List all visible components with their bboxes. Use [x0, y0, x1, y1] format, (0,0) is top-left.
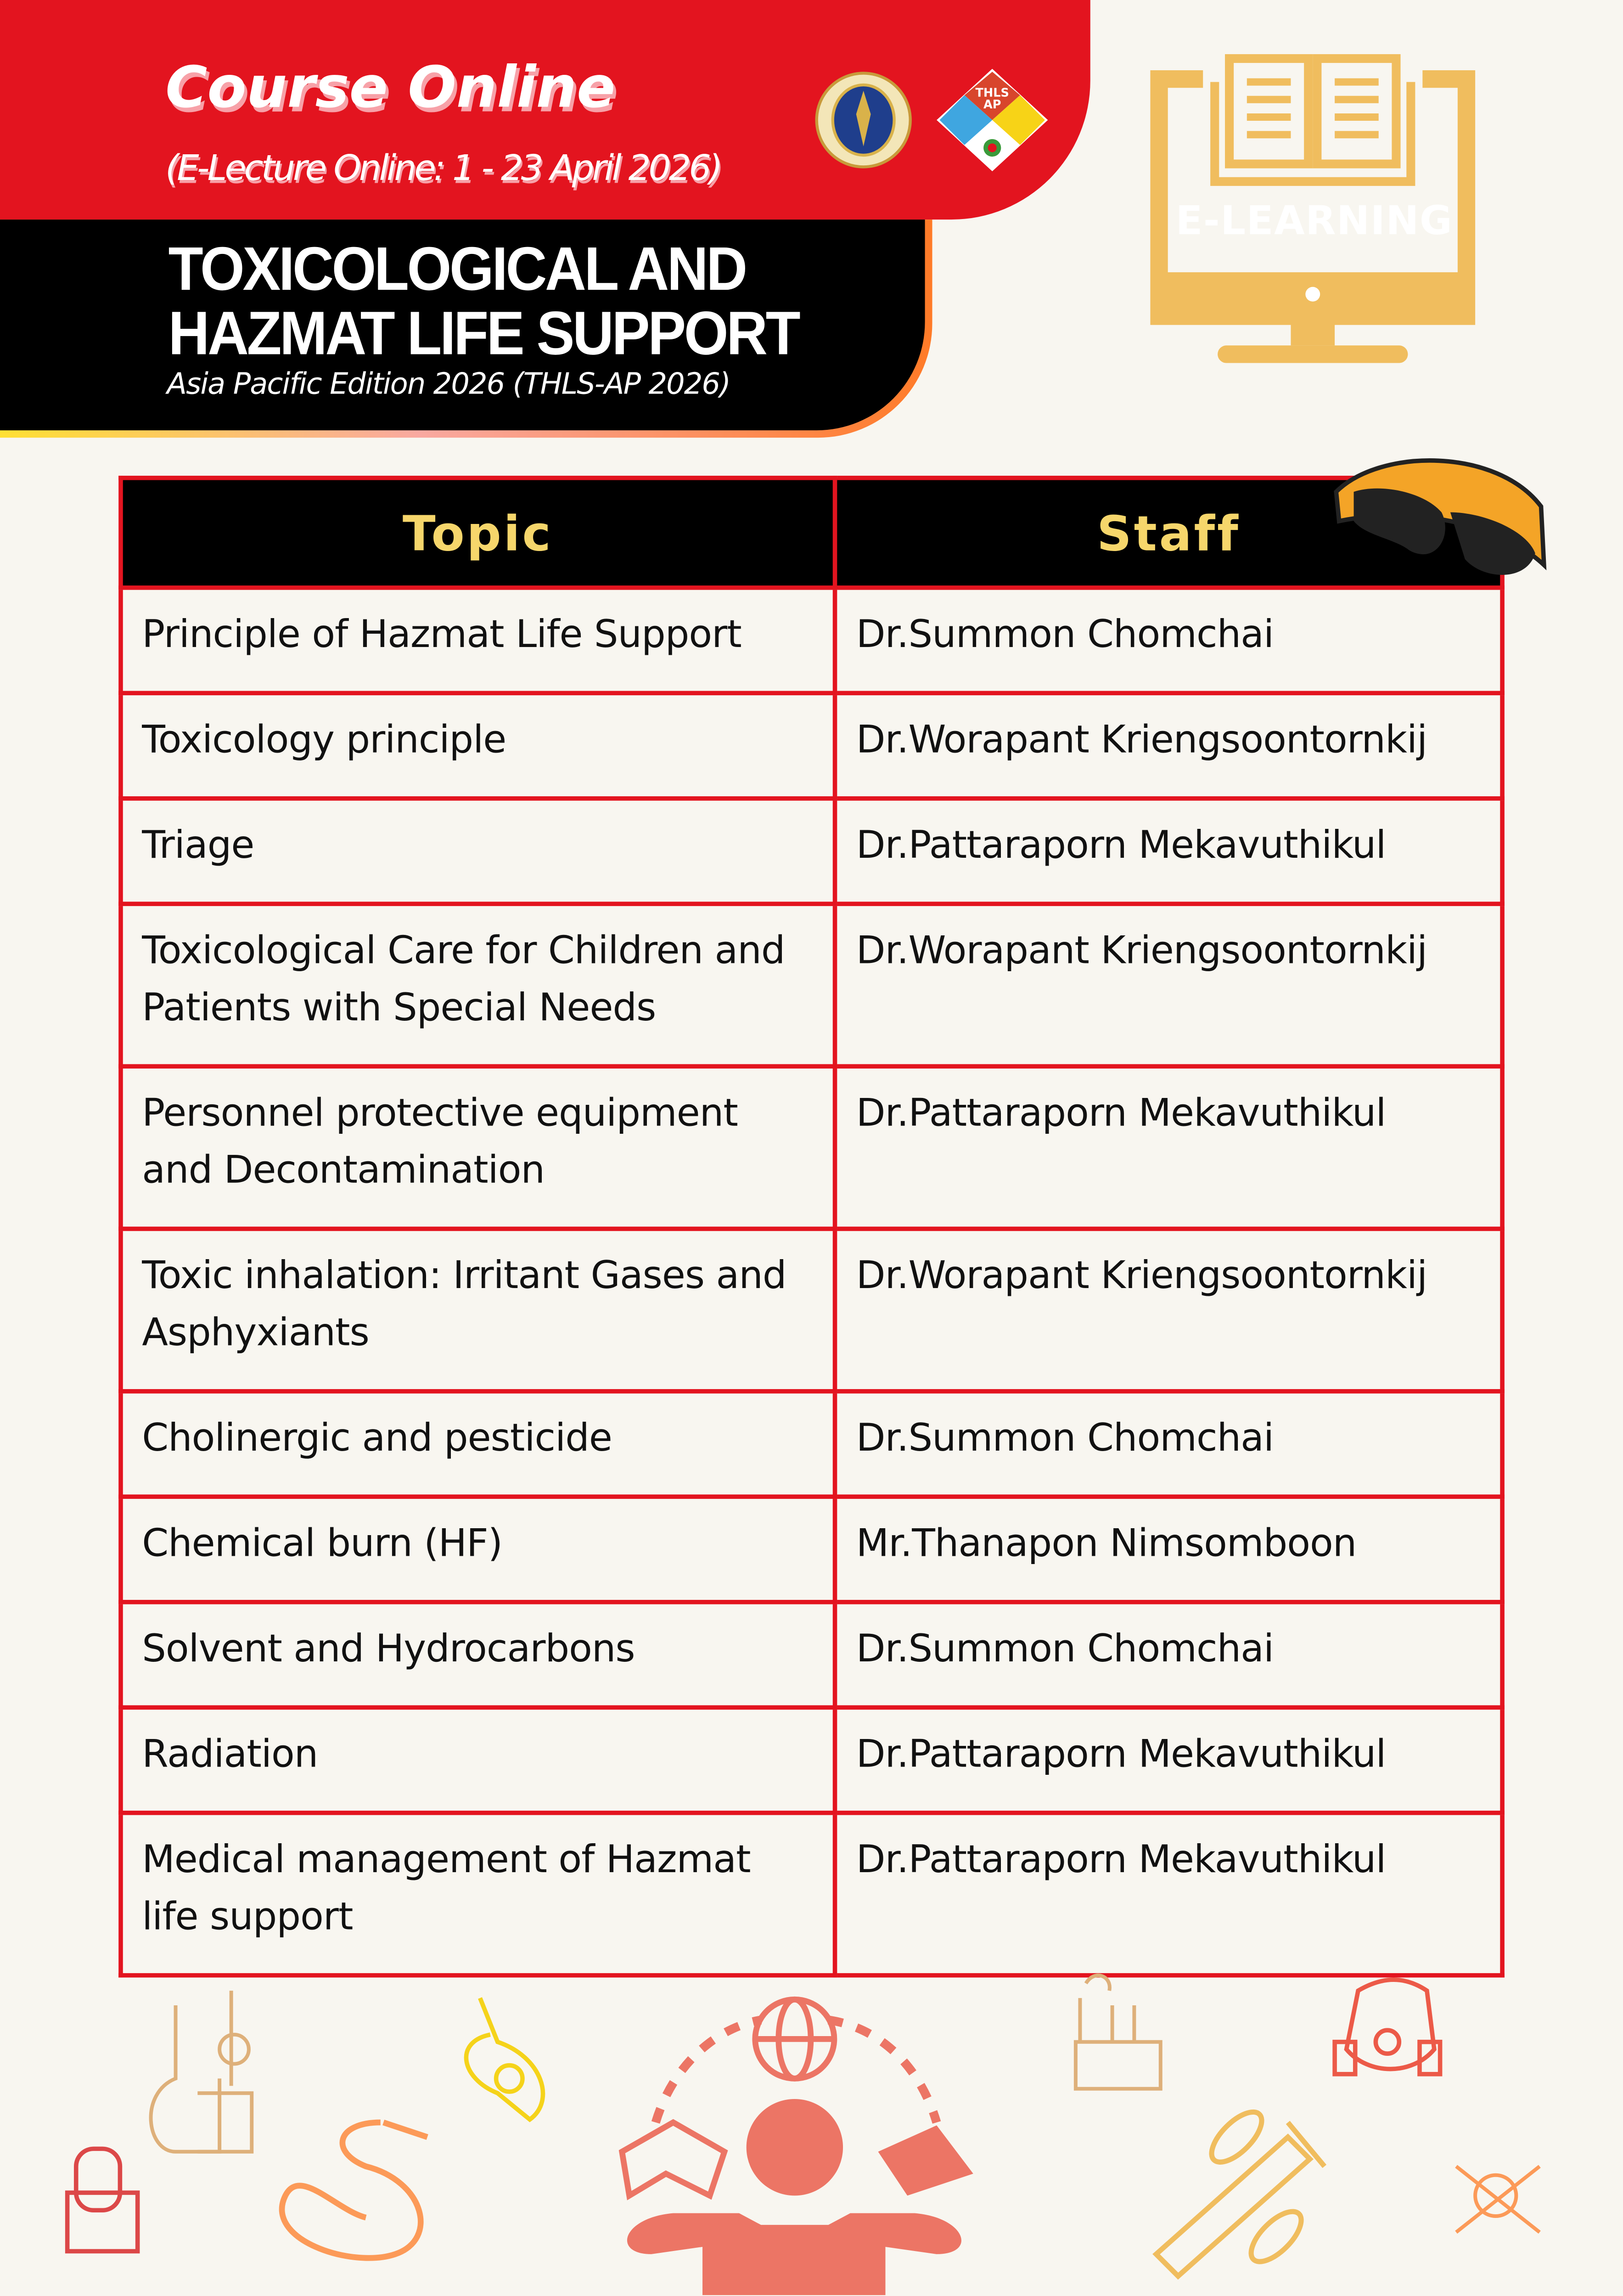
- topic-cell: Medical management of Hazmat life suppor…: [118, 1811, 837, 1978]
- schedule-table: Topic Staff Principle of Hazmat Life Sup…: [118, 475, 1505, 1978]
- factory-icon: [1073, 1973, 1162, 2091]
- staff-cell: Mr.Thanapon Nimsomboon: [832, 1494, 1505, 1604]
- decorative-icons: [65, 1973, 1541, 2296]
- svg-text:AP: AP: [983, 98, 1001, 112]
- header-topic: Topic: [118, 475, 837, 590]
- course-label: Course Online: [165, 56, 616, 122]
- topic-cell: Radiation: [118, 1705, 837, 1815]
- table-row: Toxic inhalation: Irritant Gases and Asp…: [118, 1227, 1505, 1394]
- safety-goggles-icon: [1334, 458, 1547, 575]
- open-book-icon: [618, 2119, 728, 2200]
- table-row: Chemical burn (HF) Mr.Thanapon Nimsomboon: [118, 1494, 1505, 1604]
- staff-cell: Dr.Pattaraporn Mekavuthikul: [832, 1064, 1505, 1231]
- globe-icon: [752, 1996, 837, 2082]
- topic-cell: Toxic inhalation: Irritant Gases and Asp…: [118, 1227, 837, 1394]
- title-banner-border: [0, 219, 932, 438]
- hazmat-suit-person-icon: [65, 2146, 140, 2254]
- topic-cell: Cholinergic and pesticide: [118, 1389, 837, 1499]
- table-row: Cholinergic and pesticide Dr.Summon Chomc…: [118, 1389, 1505, 1499]
- table-row: Triage Dr.Pattaraporn Mekavuthikul: [118, 796, 1505, 906]
- learning-person-icon: [627, 2099, 961, 2296]
- staff-cell: Dr.Summon Chomchai: [832, 1389, 1505, 1499]
- skull-crossbones-icon: [1455, 2165, 1541, 2234]
- edition-subtitle: Asia Pacific Edition 2026 (THLS-AP 2026): [167, 366, 731, 401]
- title-line-1: TOXICOLOGICAL AND: [168, 234, 748, 303]
- topic-cell: Toxicological Care for Children and Pati…: [118, 901, 837, 1069]
- thls-ap-logo: THLS AP: [937, 68, 1048, 171]
- table-row: Medical management of Hazmat life suppor…: [118, 1811, 1505, 1978]
- table-row: Toxicology principle Dr.Worapant Kriengso…: [118, 691, 1505, 801]
- svg-text:THLS: THLS: [976, 86, 1009, 100]
- poison-flask-icon: [464, 1997, 545, 2122]
- course-dates: (E-Lecture Online: 1 - 23 April 2026): [165, 147, 723, 189]
- topic-cell: Toxicology principle: [118, 691, 837, 801]
- staff-cell: Dr.Pattaraporn Mekavuthikul: [832, 796, 1505, 906]
- staff-cell: Dr.Summon Chomchai: [832, 585, 1505, 696]
- topic-cell: Solvent and Hydrocarbons: [118, 1600, 837, 1710]
- monitor-book-icon: [1150, 54, 1476, 363]
- table-row: Personnel protective equipment and Decon…: [118, 1064, 1505, 1231]
- title-banner: [0, 219, 925, 431]
- graduation-cap-icon: [878, 2125, 973, 2196]
- table-row: Toxicological Care for Children and Pati…: [118, 901, 1505, 1069]
- staff-cell: Dr.Worapant Kriengsoontornkij: [832, 691, 1505, 801]
- lab-flasks-icon: [149, 1991, 254, 2154]
- elearning-label: E-LEARNING: [1175, 199, 1453, 245]
- staff-cell: Dr.Pattaraporn Mekavuthikul: [832, 1811, 1505, 1978]
- staff-cell: Dr.Pattaraporn Mekavuthikul: [832, 1705, 1505, 1815]
- staff-cell: Dr.Summon Chomchai: [832, 1600, 1505, 1710]
- title-line-2: HAZMAT LIFE SUPPORT: [168, 298, 801, 368]
- mahidol-seal-logo: [815, 72, 912, 169]
- snake-icon: [279, 2119, 428, 2261]
- syringe-pills-icon: [1152, 2109, 1327, 2280]
- staff-cell: Dr.Worapant Kriengsoontornkij: [832, 901, 1505, 1069]
- table-row: Principle of Hazmat Life Support Dr.Summo…: [118, 585, 1505, 696]
- table-row: Solvent and Hydrocarbons Dr.Summon Chomch…: [118, 1600, 1505, 1710]
- topic-cell: Personnel protective equipment and Decon…: [118, 1064, 837, 1231]
- topic-cell: Principle of Hazmat Life Support: [118, 585, 837, 696]
- table-row: Radiation Dr.Pattaraporn Mekavuthikul: [118, 1705, 1505, 1815]
- topic-cell: Chemical burn (HF): [118, 1494, 837, 1604]
- topic-cell: Triage: [118, 796, 837, 906]
- staff-cell: Dr.Worapant Kriengsoontornkij: [832, 1227, 1505, 1394]
- gas-mask-icon: [1332, 1977, 1443, 2077]
